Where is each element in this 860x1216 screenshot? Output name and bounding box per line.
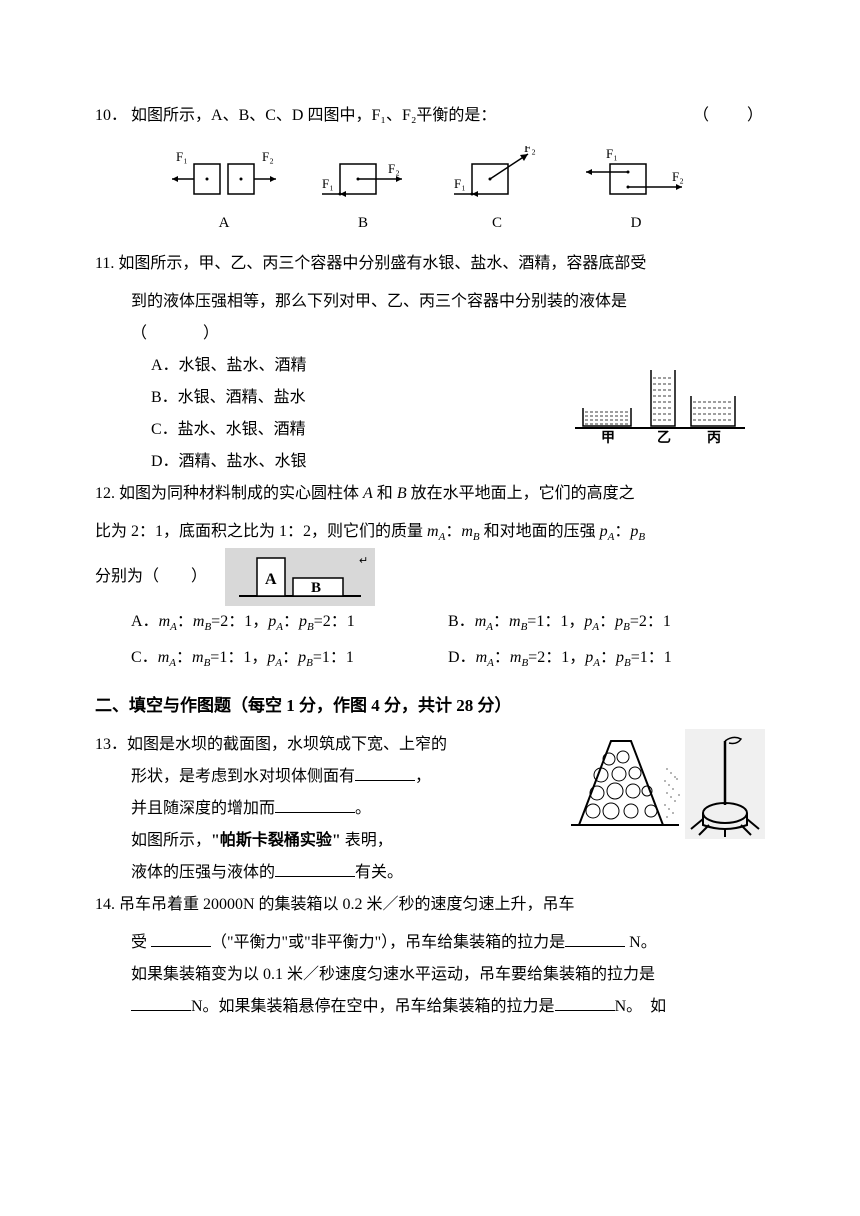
question-14: 14. 吊车吊着重 20000N 的集装箱以 0.2 米／秒的速度匀速上升，吊车 <box>95 889 765 921</box>
svg-text:B: B <box>311 580 321 596</box>
q11-answer-paren: （ ） <box>95 318 765 350</box>
svg-text:F₂: F₂ <box>388 161 400 176</box>
q10-text: 如图所示，A、B、C、D 四图中，F₁、F₂平衡的是： <box>131 107 496 124</box>
q13-figures <box>561 729 765 839</box>
q12-opt-c: C．mA：mB=1：1，pA：pB=1：1 <box>131 642 448 674</box>
q11-opt-b: B．水银、酒精、盐水 <box>95 382 565 414</box>
q12-line2: 比为 2：1，底面积之比为 1：2，则它们的质量 mA：mB 和对地面的压强 p… <box>95 516 765 548</box>
q10-fig-c: F₁ F₂ C <box>442 146 552 238</box>
q10-label-d: D <box>631 208 642 238</box>
q10-answer-paren: （ ） <box>693 100 765 132</box>
q11-opt-c: C．盐水、水银、酒精 <box>95 414 565 446</box>
f2-label: F₂ <box>262 149 274 164</box>
q12-line3-row: 分别为（ ） A B ↵ <box>95 548 765 606</box>
q10-fig-a: F₁ F₂ A <box>164 146 284 238</box>
q11-number: 11. <box>95 255 114 272</box>
blank-6[interactable] <box>131 993 191 1011</box>
q10-fig-b: F₁ F₂ B <box>308 146 418 238</box>
blank-2[interactable] <box>275 795 355 813</box>
blank-5[interactable] <box>565 929 625 947</box>
dam-figure <box>561 729 681 839</box>
blank-3[interactable] <box>275 859 355 877</box>
svg-text:F₁: F₁ <box>454 176 466 191</box>
blank-1[interactable] <box>355 763 415 781</box>
q11-line2: 到的液体压强相等，那么下列对甲、乙、丙三个容器中分别装的液体是 <box>95 286 765 318</box>
q12-opt-d: D．mA：mB=2：1，pA：pB=1：1 <box>448 642 765 674</box>
q14-line3: 如果集装箱变为以 0.1 米／秒速度匀速水平运动，吊车要给集装箱的拉力是 <box>95 959 765 991</box>
q10-figure-row: F₁ F₂ A F₁ F₂ B F₁ <box>95 146 765 238</box>
svg-text:↵: ↵ <box>359 555 368 567</box>
q14-line4: N。如果集装箱悬停在空中，吊车给集装箱的拉力是N。 如 <box>95 991 765 1023</box>
q10-number: 10． <box>95 107 127 124</box>
q10-label-c: C <box>492 208 502 238</box>
blank-4[interactable] <box>151 929 211 947</box>
q11-opt-d: D．酒精、盐水、水银 <box>95 446 565 478</box>
pascal-barrel-figure <box>685 729 765 839</box>
q11-line1: 如图所示，甲、乙、丙三个容器中分别盛有水银、盐水、酒精，容器底部受 <box>118 255 646 272</box>
svg-text:甲: 甲 <box>601 430 615 446</box>
q11-figure: 甲 乙 丙 <box>565 356 755 446</box>
q10-fig-d: F₁ F₂ D <box>576 146 696 238</box>
section-2-title: 二、填空与作图题（每空 1 分，作图 4 分，共计 28 分） <box>95 689 765 723</box>
q10-label-a: A <box>219 208 230 238</box>
q12-number: 12. <box>95 485 115 502</box>
f1-label: F₁ <box>176 149 188 164</box>
svg-text:F₁: F₁ <box>606 146 618 161</box>
svg-text:F₂: F₂ <box>672 169 684 184</box>
svg-text:丙: 丙 <box>707 430 721 446</box>
q11-opt-a: A．水银、盐水、酒精 <box>95 350 565 382</box>
svg-text:A: A <box>265 571 277 588</box>
q10-label-b: B <box>358 208 368 238</box>
q14-number: 14. <box>95 896 115 913</box>
q12-opt-b: B．mA：mB=1：1，pA：pB=2：1 <box>448 606 765 638</box>
q12-figure: A B ↵ <box>225 548 375 606</box>
q12-options: A．mA：mB=2：1，pA：pB=2：1 B．mA：mB=1：1，pA：pB=… <box>95 606 765 678</box>
svg-text:F₁: F₁ <box>322 176 334 191</box>
question-12: 12. 如图为同种材料制成的实心圆柱体 A 和 B 放在水平地面上，它们的高度之 <box>95 478 765 510</box>
question-10: 10． 如图所示，A、B、C、D 四图中，F₁、F₂平衡的是： （ ） <box>95 100 765 132</box>
question-13: 13．如图是水坝的截面图，水坝筑成下宽、上窄的 形状，是考虑到水对坝体侧面有， … <box>95 729 765 889</box>
q13-number: 13． <box>95 736 127 753</box>
blank-7[interactable] <box>555 993 615 1011</box>
svg-text:F₂: F₂ <box>524 146 536 155</box>
q14-line2: 受 （"平衡力"或"非平衡力"），吊车给集装箱的拉力是 N。 <box>95 927 765 959</box>
q12-opt-a: A．mA：mB=2：1，pA：pB=2：1 <box>131 606 448 638</box>
svg-text:乙: 乙 <box>657 430 671 446</box>
question-11: 11. 如图所示，甲、乙、丙三个容器中分别盛有水银、盐水、酒精，容器底部受 <box>95 248 765 280</box>
